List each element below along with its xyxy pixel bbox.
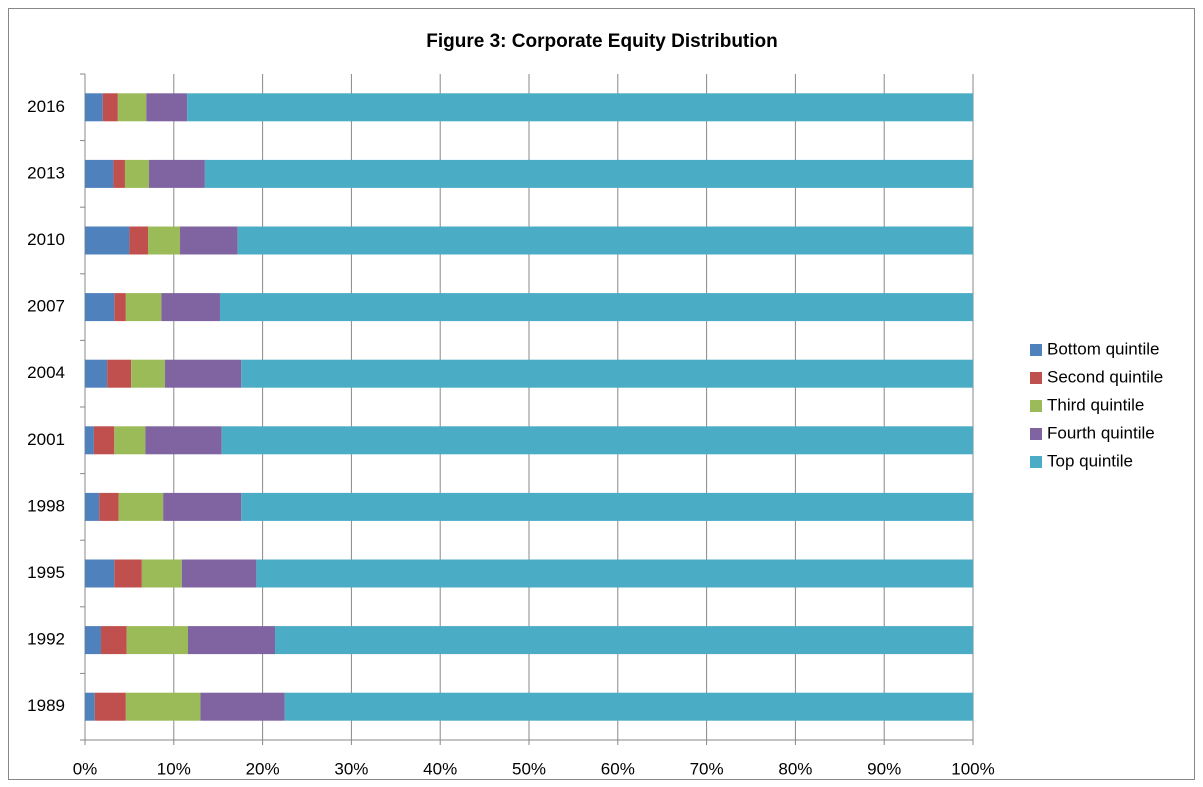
bar-segment	[85, 93, 103, 122]
x-tick-label: 0%	[73, 759, 98, 778]
bar-segment	[148, 159, 205, 188]
bar-segment	[221, 426, 973, 455]
bar-segment	[204, 159, 973, 188]
bar-segment	[124, 159, 149, 188]
legend-swatch	[1030, 428, 1042, 440]
bar-segment	[85, 426, 94, 455]
bar-segment	[275, 626, 974, 655]
y-tick-label: 1992	[27, 630, 65, 649]
y-tick-label: 1998	[27, 496, 65, 515]
bar-segment	[131, 359, 165, 388]
bar-segment	[85, 626, 101, 655]
bar-segment	[113, 159, 125, 188]
bar-segment	[219, 293, 973, 322]
legend-label: Top quintile	[1047, 451, 1133, 470]
bar-segment	[94, 692, 126, 721]
legend-label: Second quintile	[1047, 367, 1163, 386]
bar-segment	[117, 93, 147, 122]
bar-segment	[180, 226, 238, 255]
x-tick-label: 10%	[157, 759, 191, 778]
y-tick-label: 2016	[27, 97, 65, 116]
bar-segment	[146, 93, 188, 122]
bar-segment	[125, 692, 201, 721]
legend-label: Fourth quintile	[1047, 423, 1155, 442]
y-tick-label: 2001	[27, 430, 65, 449]
x-tick-label: 80%	[778, 759, 812, 778]
legend-label: Third quintile	[1047, 395, 1144, 414]
bar-segment	[200, 692, 285, 721]
x-tick-label: 20%	[246, 759, 280, 778]
y-tick-label: 1989	[27, 696, 65, 715]
bar-segment	[145, 426, 222, 455]
bar-segment	[163, 492, 242, 521]
bar-segment	[93, 426, 115, 455]
chart-title: Figure 3: Corporate Equity Distribution	[426, 31, 778, 52]
bar-segment	[85, 159, 114, 188]
bar-segment	[241, 359, 974, 388]
bar-segment	[161, 293, 220, 322]
chart-border	[8, 8, 1195, 780]
bar-segment	[100, 626, 127, 655]
bar-segment	[284, 692, 973, 721]
bar-segment	[85, 226, 130, 255]
x-tick-label: 70%	[690, 759, 724, 778]
bar-segment	[181, 559, 257, 588]
x-tick-label: 60%	[601, 759, 635, 778]
y-tick-label: 1995	[27, 563, 65, 582]
legend-label: Bottom quintile	[1047, 339, 1159, 358]
x-tick-label: 40%	[423, 759, 457, 778]
bar-segment	[118, 492, 164, 521]
legend-swatch	[1030, 400, 1042, 412]
bar-segment	[85, 492, 100, 521]
y-tick-label: 2004	[27, 363, 65, 382]
bar-segment	[188, 626, 276, 655]
bar-segment	[99, 492, 119, 521]
bar-segment	[141, 559, 182, 588]
x-tick-label: 100%	[951, 759, 994, 778]
bar-segment	[114, 426, 146, 455]
bar-segment	[241, 492, 974, 521]
x-tick-label: 90%	[867, 759, 901, 778]
legend-swatch	[1030, 456, 1042, 468]
bar-segment	[126, 626, 189, 655]
bar-segment	[129, 226, 149, 255]
bar-segment	[148, 226, 181, 255]
legend-swatch	[1030, 372, 1042, 384]
bar-segment	[85, 559, 115, 588]
y-tick-label: 2007	[27, 297, 65, 316]
bar-segment	[85, 359, 108, 388]
bar-segment	[256, 559, 973, 588]
bar-segment	[85, 293, 115, 322]
y-tick-label: 2013	[27, 163, 65, 182]
y-tick-label: 2010	[27, 230, 65, 249]
x-tick-label: 30%	[334, 759, 368, 778]
bar-segment	[107, 359, 132, 388]
bar-segment	[85, 692, 95, 721]
legend-swatch	[1030, 344, 1042, 356]
bar-segment	[114, 293, 126, 322]
bar-segment	[114, 559, 142, 588]
bar-segment	[187, 93, 973, 122]
bar-segment	[164, 359, 242, 388]
x-tick-label: 50%	[512, 759, 546, 778]
bar-segment	[102, 93, 118, 122]
bar-segment	[237, 226, 974, 255]
bar-segment	[125, 293, 162, 322]
